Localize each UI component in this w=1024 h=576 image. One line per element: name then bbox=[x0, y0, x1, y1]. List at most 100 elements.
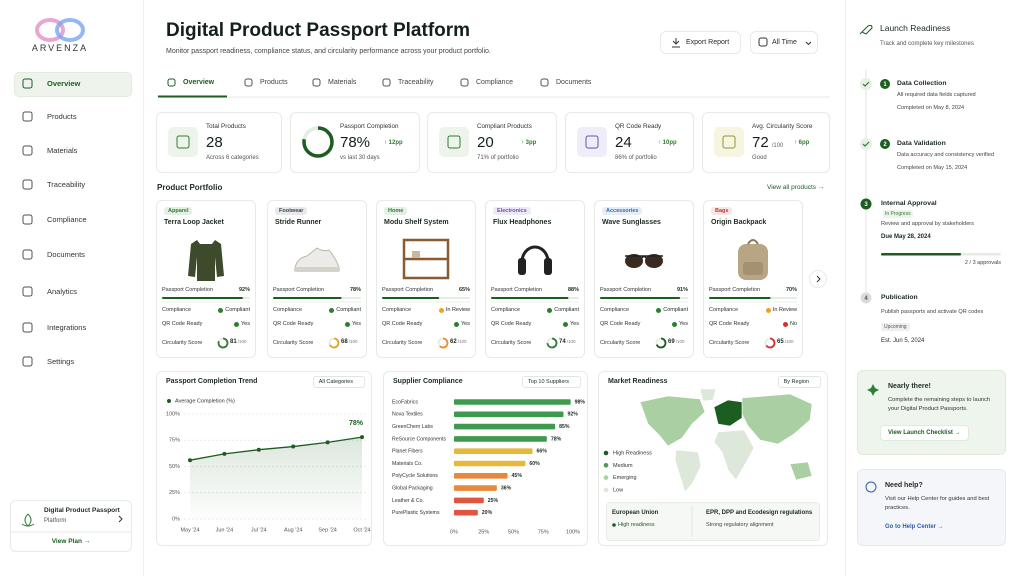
chart-filter[interactable]: All Categories bbox=[312, 376, 365, 388]
product-card[interactable] bbox=[267, 200, 367, 358]
score: 69/100 bbox=[668, 339, 684, 345]
status: Compliant bbox=[307, 307, 361, 313]
row-label: QR Code Ready bbox=[709, 321, 750, 327]
step-status: Upcoming bbox=[881, 323, 910, 331]
status: In Review bbox=[416, 307, 470, 313]
score-unit: /100 bbox=[784, 339, 794, 344]
row-label: Passport Completion bbox=[709, 287, 761, 293]
row-label: Circularity Score bbox=[600, 340, 641, 346]
completion-value: 78% bbox=[349, 287, 361, 293]
step-status: In Progress bbox=[883, 210, 913, 218]
export-button[interactable] bbox=[660, 31, 741, 54]
kpi-note: 86% of portfolio bbox=[615, 155, 657, 161]
row-label: QR Code Ready bbox=[491, 321, 532, 327]
cta-title: Nearly there! bbox=[888, 383, 931, 390]
step-title: Data Collection bbox=[897, 80, 947, 87]
period-label: All Time bbox=[772, 39, 797, 46]
kpi-note: 71% of portfolio bbox=[477, 155, 519, 161]
help-title: Need help? bbox=[885, 482, 923, 489]
nav-item[interactable]: Analytics bbox=[47, 287, 78, 296]
tab-icon bbox=[167, 78, 176, 87]
product-card[interactable] bbox=[485, 200, 585, 358]
kpi-value: 20 bbox=[477, 134, 494, 151]
carousel-next[interactable] bbox=[809, 270, 827, 288]
plan-title: Digital Product Passport bbox=[44, 507, 120, 514]
chart-filter[interactable]: Top 10 Suppliers bbox=[522, 376, 581, 388]
tab[interactable]: Documents bbox=[556, 79, 592, 86]
help-link[interactable]: Go to Help Center → bbox=[885, 524, 944, 530]
status-icon bbox=[345, 321, 351, 327]
score: 81/100 bbox=[230, 339, 246, 345]
nav-item[interactable]: Materials bbox=[47, 146, 78, 155]
product-tag: Footwear bbox=[275, 207, 308, 215]
nav-item[interactable]: Compliance bbox=[47, 215, 87, 224]
nav-item[interactable]: Integrations bbox=[47, 323, 87, 332]
tab-icon bbox=[244, 78, 253, 87]
kpi-note: Across 6 categories bbox=[206, 155, 259, 161]
status-icon bbox=[438, 307, 444, 313]
step-description: Review and approval by stakeholders bbox=[881, 221, 974, 227]
kpi-value-row: 78% bbox=[340, 134, 370, 151]
help-text: Visit our Help Center for guides and bes… bbox=[885, 496, 990, 512]
score-unit: /100 bbox=[457, 339, 467, 344]
row-label: QR Code Ready bbox=[600, 321, 641, 327]
help-card bbox=[857, 469, 1006, 546]
score: 68/100 bbox=[341, 339, 357, 345]
tab-icon bbox=[382, 78, 391, 87]
step-date: Due May 28, 2024 bbox=[881, 234, 931, 240]
chart-filter[interactable]: By Region bbox=[777, 376, 821, 388]
chart-title: Market Readiness bbox=[608, 378, 668, 385]
completion-value: 88% bbox=[567, 287, 579, 293]
status-icon bbox=[672, 321, 678, 327]
status-text: Compliant bbox=[336, 307, 361, 313]
score-unit: /100 bbox=[675, 339, 685, 344]
tab[interactable]: Products bbox=[260, 79, 288, 86]
tab[interactable]: Overview bbox=[183, 79, 215, 86]
kpi-label: Compliant Products bbox=[477, 123, 532, 130]
kpi-value-row: 28 bbox=[206, 134, 223, 151]
row-label: QR Code Ready bbox=[162, 321, 203, 327]
status: Yes bbox=[525, 321, 579, 327]
kpi-delta: ↑ 10pp bbox=[658, 140, 677, 146]
period-button[interactable] bbox=[750, 31, 818, 54]
step-title: Publication bbox=[881, 294, 918, 301]
product-card[interactable] bbox=[594, 200, 694, 358]
status: No bbox=[743, 321, 797, 327]
plan-link[interactable]: View Plan → bbox=[51, 538, 91, 545]
score-unit: /100 bbox=[237, 339, 247, 344]
score-unit: /100 bbox=[348, 339, 358, 344]
status-text: No bbox=[789, 321, 797, 327]
row-label: Compliance bbox=[709, 307, 739, 313]
region-box bbox=[606, 502, 820, 541]
product-card[interactable] bbox=[703, 200, 803, 358]
product-tag: Home bbox=[384, 207, 408, 215]
row-label: Compliance bbox=[382, 307, 412, 313]
region-name: European Union bbox=[612, 510, 659, 516]
nav-item[interactable]: Products bbox=[47, 112, 77, 121]
tab[interactable]: Compliance bbox=[476, 79, 513, 86]
row-label: Circularity Score bbox=[273, 340, 314, 346]
tab-icon bbox=[540, 78, 549, 87]
kpi-unit: /100 bbox=[771, 143, 784, 149]
status: In Review bbox=[743, 307, 797, 313]
tab[interactable]: Materials bbox=[328, 79, 357, 86]
status: Compliant bbox=[525, 307, 579, 313]
cta-button[interactable]: View Launch Checklist → bbox=[880, 425, 969, 441]
kpi-value: 28 bbox=[206, 134, 223, 151]
kpi-note: vs last 30 days bbox=[340, 155, 380, 161]
nav-item[interactable]: Overview bbox=[47, 79, 81, 88]
kpi-note: Good bbox=[752, 155, 767, 161]
row-label: Compliance bbox=[491, 307, 521, 313]
nav-item[interactable]: Documents bbox=[47, 250, 85, 259]
step-description: Data accuracy and consistency verified bbox=[897, 152, 995, 158]
page-subtitle: Monitor passport readiness, compliance s… bbox=[166, 48, 491, 55]
nav-item[interactable]: Traceability bbox=[47, 180, 86, 189]
view-all-link[interactable]: View all products → bbox=[767, 184, 825, 191]
region-topic: EPR, DPP and Ecodesign regulations bbox=[706, 510, 813, 516]
chart-card bbox=[156, 371, 372, 546]
product-tag: Accessories bbox=[602, 207, 643, 215]
tab[interactable]: Traceability bbox=[398, 79, 434, 86]
export-label: Export Report bbox=[686, 39, 730, 46]
nav-item[interactable]: Settings bbox=[47, 357, 75, 366]
step-date: Completed on May 8, 2024 bbox=[897, 105, 965, 111]
